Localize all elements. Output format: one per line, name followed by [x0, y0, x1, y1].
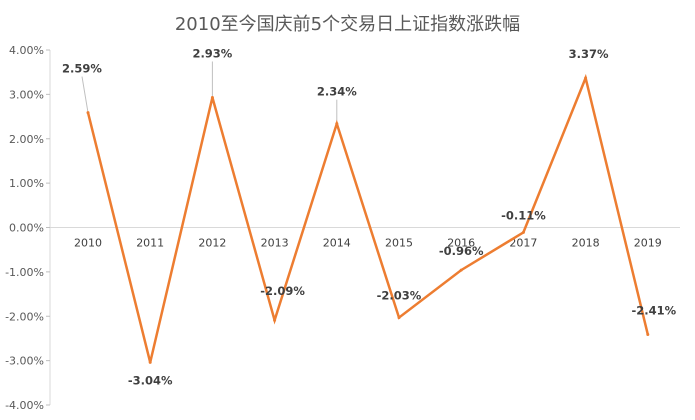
axis-layer: 4.00% 3.00% 2.00% 1.00% 0.00% -1.00% -2.00% -3.… — [5, 44, 680, 412]
x-tick-label: 2010 — [74, 237, 102, 250]
data-point — [335, 122, 339, 126]
data-label: 2.34% — [317, 85, 357, 99]
data-point — [646, 332, 650, 336]
y-tick-label: -4.00% — [5, 399, 44, 412]
y-tick-label: 4.00% — [9, 44, 44, 57]
data-label: 3.37% — [569, 47, 609, 61]
series-line — [86, 73, 650, 363]
data-point — [521, 230, 525, 234]
data-label-leader — [81, 76, 89, 113]
y-tick-label: -3.00% — [5, 355, 44, 368]
data-label: -0.11% — [501, 208, 546, 222]
data-label: -2.03% — [377, 289, 422, 303]
data-point — [584, 76, 588, 80]
data-point — [86, 111, 90, 115]
data-point — [210, 95, 214, 99]
x-tick-label: 2019 — [634, 237, 662, 250]
data-label: 2.93% — [192, 46, 232, 60]
x-tick-label: 2012 — [198, 237, 226, 250]
data-label: -3.04% — [128, 373, 173, 387]
x-tick-label: 2011 — [136, 237, 164, 250]
data-point — [397, 316, 401, 320]
x-tick-label: 2015 — [385, 237, 413, 250]
x-tick-label: 2014 — [323, 237, 351, 250]
data-label: -0.96% — [439, 244, 484, 258]
y-tick-label: 0.00% — [9, 222, 44, 235]
x-tick-label: 2017 — [509, 237, 537, 250]
x-tick-label: 2013 — [261, 237, 289, 250]
data-label: -2.09% — [260, 284, 305, 298]
data-label: -2.41% — [631, 303, 676, 317]
y-tick-label: 1.00% — [9, 177, 44, 190]
data-point — [459, 268, 463, 272]
data-label: 2.59% — [62, 62, 102, 76]
x-tick-label: 2016 — [447, 237, 475, 250]
y-tick-label: 3.00% — [9, 88, 44, 101]
data-point — [273, 318, 277, 322]
y-tick-label: -2.00% — [5, 310, 44, 323]
chart-title: 2010至今国庆前5个交易日上证指数涨跌幅 — [174, 14, 521, 35]
label-layer: 2.59% -3.04% 2.93% -2.09% 2.34% -2.03% -0.96% -… — [62, 46, 677, 387]
series-layer — [86, 73, 650, 364]
y-tick-label: 2.00% — [9, 133, 44, 146]
x-tick-label: 2018 — [572, 237, 600, 250]
data-point — [148, 360, 152, 364]
y-tick-label: -1.00% — [5, 266, 44, 279]
